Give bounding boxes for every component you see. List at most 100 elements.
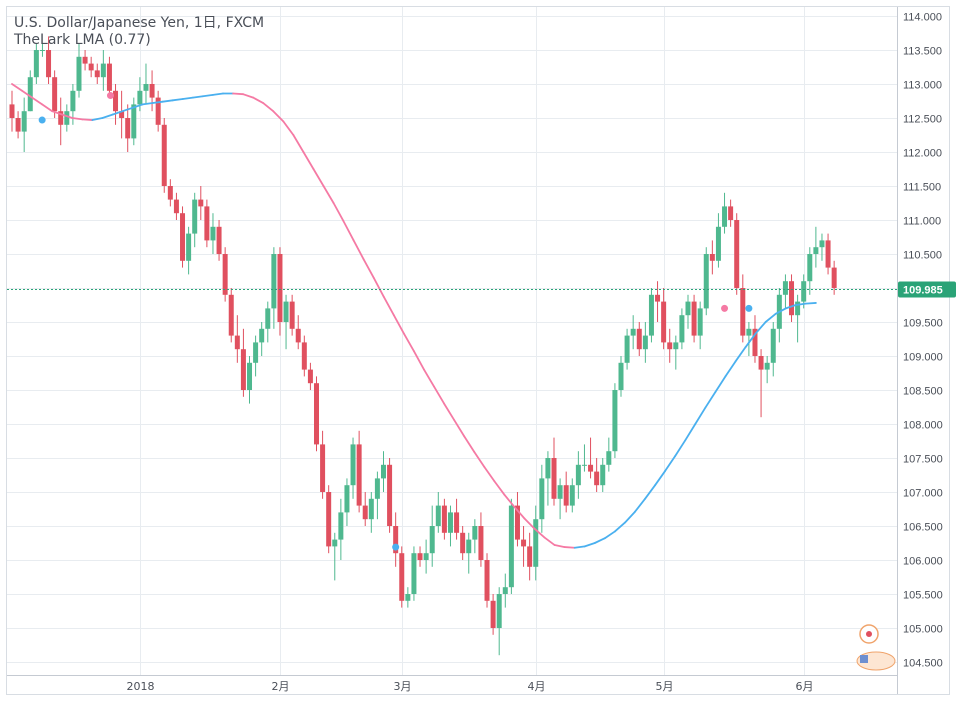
candle-body [338, 512, 344, 540]
lma-segment [453, 419, 466, 438]
lma-segment [714, 375, 727, 393]
candle-body [454, 512, 460, 533]
lma-segment [513, 506, 526, 520]
lma-segment [232, 92, 245, 96]
y-tick-label: 113.000 [903, 80, 942, 92]
lma-line [11, 83, 817, 551]
candle-body [508, 505, 514, 588]
candle-body [594, 471, 600, 486]
lma-segment [191, 95, 204, 99]
x-tick-label: 6月 [796, 680, 814, 693]
y-tick-label: 114.000 [903, 12, 942, 24]
candle-body [27, 77, 33, 112]
lma-segment [413, 350, 425, 371]
candle-body [447, 512, 453, 533]
candle-body [307, 369, 313, 384]
lma-segment [372, 276, 385, 298]
candle-body [265, 308, 271, 329]
candle-body [441, 505, 447, 533]
candle-body [642, 335, 648, 350]
lma-segment [704, 391, 717, 409]
candle-body [490, 600, 496, 628]
candle-body [581, 464, 587, 466]
candle-body [332, 539, 338, 547]
lma-segment [141, 102, 154, 106]
candle-body [703, 254, 709, 309]
candle-body [198, 199, 204, 207]
candle-body [478, 526, 484, 560]
lma-segment [463, 435, 476, 453]
candle-body [21, 111, 27, 132]
candle-body [131, 104, 137, 139]
candle-body [149, 84, 155, 98]
candle-body [113, 90, 119, 112]
candle-body [545, 458, 551, 479]
candle-body [240, 349, 246, 390]
candle-body [405, 594, 411, 601]
lma-segment [443, 402, 456, 421]
lma-segment [784, 304, 797, 310]
lma-segment [483, 465, 496, 483]
candle-body [764, 362, 770, 370]
lma-segment [382, 295, 395, 317]
candle-body [472, 526, 478, 540]
y-tick-label: 104.500 [903, 658, 943, 670]
candle-body [685, 301, 691, 316]
candle-body [143, 84, 149, 91]
lma-segment [51, 110, 64, 116]
candle-body [630, 328, 636, 336]
lma-segment [473, 450, 486, 468]
candle-body [527, 546, 533, 567]
candle-body [259, 328, 265, 343]
y-tick-label: 112.000 [903, 148, 942, 160]
candle-body [770, 328, 776, 363]
x-tick-label: 5月 [656, 680, 674, 693]
lma-segment [272, 110, 285, 123]
candle-body [271, 254, 277, 309]
lma-segment [724, 360, 737, 378]
lma-segment [583, 542, 596, 548]
candle-body [648, 294, 654, 336]
lma-turn-marker [38, 116, 46, 124]
y-tick-label: 112.500 [903, 114, 942, 126]
candle-body [234, 335, 240, 350]
candle-body [100, 63, 106, 78]
candle-body [186, 233, 192, 261]
lma-segment [614, 521, 626, 533]
last-price-tag-bg [898, 281, 956, 298]
lma-segment [342, 220, 355, 242]
candle-body [295, 328, 301, 343]
candle-body [46, 50, 52, 78]
y-tick-label: 113.500 [903, 46, 942, 58]
candle-body [636, 328, 642, 350]
candle-body [253, 342, 259, 363]
x-tick-label: 2月 [272, 680, 290, 693]
lma-turn-marker [721, 304, 729, 312]
candle-body [618, 362, 624, 390]
y-tick-label: 107.500 [903, 454, 943, 466]
candle-body [819, 240, 825, 248]
lma-segment [644, 484, 657, 500]
last-price-label: 109.985 [903, 285, 943, 297]
candle-body [466, 539, 472, 554]
candle-body [801, 281, 807, 302]
candle-body [758, 356, 764, 370]
lma-segment [674, 439, 687, 457]
candle-body [58, 111, 64, 125]
y-tick-label: 108.500 [903, 386, 943, 398]
candle-body [228, 294, 234, 336]
candle-body [569, 485, 575, 506]
candle-body [423, 553, 429, 560]
candle-body [125, 118, 131, 139]
lma-segment [292, 134, 305, 153]
candle-body [746, 328, 752, 336]
lma-segment [91, 117, 104, 121]
candle-body [380, 464, 386, 479]
candle-body [362, 505, 368, 520]
candle-body [435, 505, 441, 526]
lma-segment [101, 113, 114, 119]
candle-body [831, 267, 837, 288]
candle-body [88, 63, 94, 71]
candle-body [661, 301, 667, 343]
